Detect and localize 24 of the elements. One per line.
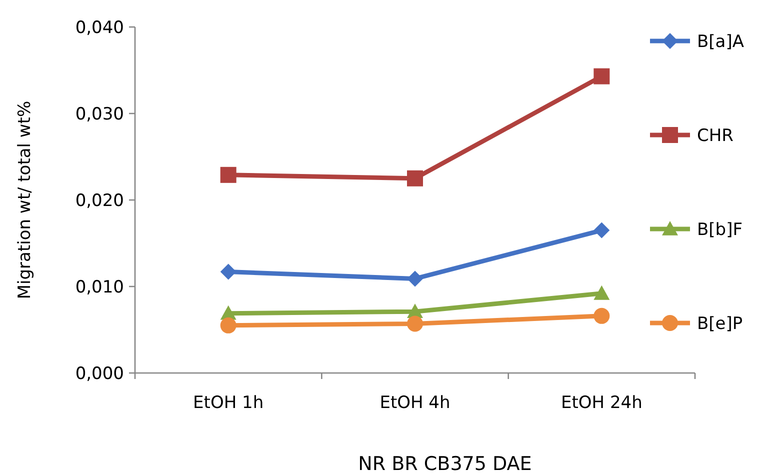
y-tick-label: 0,010 — [75, 277, 124, 298]
y-tick-label: 0,000 — [75, 364, 124, 384]
y-tick-label: 0,020 — [75, 190, 124, 211]
y-tick-label: 0,030 — [75, 104, 124, 124]
legend-label: CHR — [697, 126, 734, 146]
legend-label: B[e]P — [697, 314, 743, 334]
point — [594, 68, 610, 84]
point — [407, 316, 423, 332]
legend-label: B[a]A — [697, 32, 744, 52]
point — [220, 264, 236, 280]
point — [594, 308, 610, 324]
x-tick-label: EtOH 24h — [560, 393, 642, 413]
x-tick-label: EtOH 1h — [193, 393, 264, 413]
point — [220, 166, 236, 183]
legend-label: B[b]F — [697, 220, 742, 240]
point — [407, 170, 423, 186]
y-tick-label: 0,040 — [75, 18, 124, 38]
y-axis-title: Migration wt/ total wt% — [15, 100, 35, 300]
x-tick-label: EtOH 4h — [380, 393, 450, 413]
point — [594, 222, 610, 238]
point — [594, 285, 610, 300]
point — [407, 270, 423, 287]
x-axis-title: NR BR CB375 DAE — [358, 453, 532, 475]
point — [220, 317, 236, 334]
